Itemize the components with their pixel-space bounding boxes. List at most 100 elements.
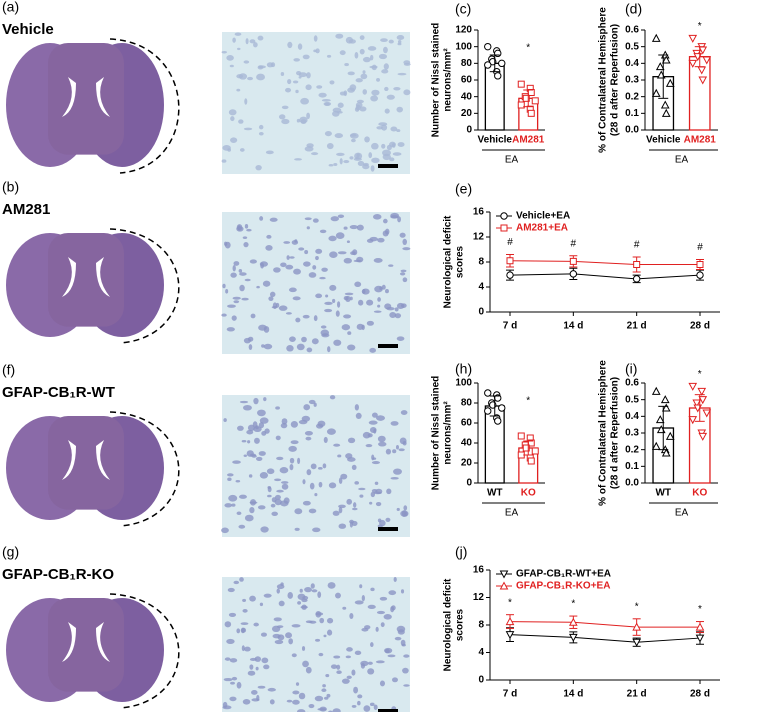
data-point <box>506 257 514 265</box>
micrograph-bg <box>222 212 410 354</box>
cell <box>337 214 345 219</box>
cell <box>246 228 252 232</box>
cell <box>404 511 408 517</box>
cell <box>265 150 274 155</box>
brain-slice <box>6 228 180 344</box>
cell <box>272 633 281 639</box>
cell <box>367 46 377 51</box>
ventricle <box>62 440 110 480</box>
cell <box>355 102 363 108</box>
cell <box>311 152 319 156</box>
cell <box>324 301 333 306</box>
cell <box>377 237 385 243</box>
cell <box>377 297 381 302</box>
cell <box>403 60 411 65</box>
cell <box>338 523 347 529</box>
data-point <box>568 617 578 626</box>
cell <box>327 346 331 353</box>
cell <box>236 88 241 92</box>
cell <box>373 428 377 434</box>
y-tick-label: 0 <box>466 125 472 136</box>
cell <box>397 72 407 76</box>
cell <box>322 463 327 469</box>
cell <box>253 426 262 433</box>
data-point <box>651 386 661 395</box>
cell <box>370 54 374 61</box>
data-point <box>661 403 671 412</box>
x-tick-label: AM281 <box>512 135 545 146</box>
cell <box>302 595 309 600</box>
y-axis-label: Number of Nissl stained <box>431 376 442 490</box>
cell <box>347 344 356 351</box>
cell <box>292 690 300 695</box>
cell <box>272 302 277 309</box>
data-point <box>688 59 698 68</box>
y-tick-label: 20 <box>461 108 473 119</box>
cell <box>261 657 269 664</box>
panel-title: Vehicle <box>2 21 54 38</box>
y-axis-label: Neurological deficit <box>443 215 454 308</box>
cell <box>346 498 353 505</box>
cell <box>323 634 327 638</box>
cell <box>340 473 348 480</box>
cell <box>296 71 302 76</box>
cell <box>247 336 254 342</box>
cell <box>263 664 270 670</box>
cell <box>354 52 359 59</box>
x-tick-label: 21 d <box>627 321 647 332</box>
cell <box>359 584 363 589</box>
cell <box>260 526 269 533</box>
cell <box>333 655 341 659</box>
cell <box>328 235 337 242</box>
cell <box>393 86 401 91</box>
legend-marker <box>499 581 509 590</box>
cell <box>256 694 260 701</box>
cell <box>253 622 259 627</box>
cell <box>299 116 308 124</box>
cell <box>269 217 278 222</box>
cell <box>230 272 237 278</box>
cell <box>326 54 332 58</box>
cell <box>363 705 371 712</box>
cell <box>336 152 345 157</box>
cell <box>352 502 357 508</box>
cell <box>308 704 315 709</box>
cell <box>385 448 392 455</box>
cell <box>259 471 269 479</box>
x-tick-label: 7 d <box>503 689 517 700</box>
cell <box>312 218 319 223</box>
cell <box>276 456 284 461</box>
cell <box>315 612 324 616</box>
cell <box>384 86 389 92</box>
infarct-outline <box>109 411 180 527</box>
cell <box>390 477 399 480</box>
y-tick-label: 0.6 <box>625 25 639 36</box>
y-tick-label: 80 <box>461 58 473 69</box>
y-tick-label: 16 <box>473 565 485 576</box>
cell <box>329 251 338 259</box>
cell <box>368 420 378 425</box>
cell <box>289 256 295 259</box>
cell <box>355 412 362 420</box>
y-tick-label: 0.0 <box>625 125 639 136</box>
cell <box>390 215 399 219</box>
cell <box>362 164 370 170</box>
cell <box>308 272 317 278</box>
cell <box>248 474 253 478</box>
cell <box>397 42 402 46</box>
group-label: EA <box>675 508 689 519</box>
cell <box>302 479 306 485</box>
data-point <box>494 72 502 80</box>
y-axis-label: scores <box>455 245 466 278</box>
data-point <box>531 447 539 455</box>
cell <box>308 399 316 405</box>
cell <box>330 216 339 222</box>
cell <box>239 400 249 404</box>
cell <box>317 591 322 598</box>
cell <box>351 669 356 676</box>
cell <box>325 294 329 298</box>
cell <box>385 517 391 523</box>
cell <box>249 453 257 457</box>
cell <box>396 106 403 113</box>
